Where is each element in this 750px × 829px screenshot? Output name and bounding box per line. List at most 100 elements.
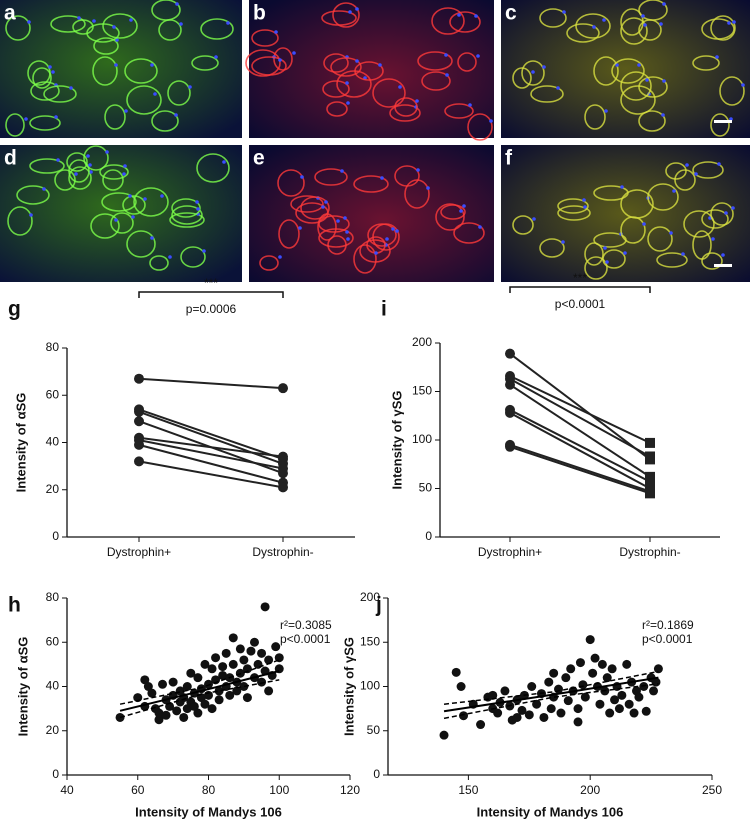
marker xyxy=(505,407,515,418)
point xyxy=(617,690,627,700)
nucleus xyxy=(641,14,645,18)
fiber-outline xyxy=(169,212,205,228)
fiber-outline xyxy=(557,198,589,214)
nucleus xyxy=(604,109,608,113)
point xyxy=(154,715,164,725)
x-tick-label: 250 xyxy=(702,783,722,797)
nucleus xyxy=(711,237,715,241)
fiber-outline xyxy=(692,161,724,179)
nucleus xyxy=(637,63,641,67)
nucleus xyxy=(416,168,420,172)
nucleus xyxy=(531,70,535,74)
point xyxy=(476,720,486,730)
fiber-outline xyxy=(417,51,453,71)
point xyxy=(249,637,259,647)
nucleus xyxy=(717,162,721,166)
fiber-outline xyxy=(683,210,715,238)
fiber-outline xyxy=(323,53,349,73)
nucleus xyxy=(355,59,359,63)
nucleus xyxy=(324,200,328,204)
point xyxy=(622,659,632,669)
nucleus xyxy=(398,85,402,89)
point xyxy=(578,680,588,690)
nucleus xyxy=(278,255,282,259)
fiber-outline xyxy=(539,8,567,28)
fiber-outline xyxy=(110,212,134,234)
point xyxy=(186,668,196,678)
marker xyxy=(134,439,144,450)
fiber-outline xyxy=(191,55,219,71)
point xyxy=(207,664,217,674)
nucleus xyxy=(374,251,378,255)
nucleus xyxy=(355,7,359,11)
nucleus xyxy=(623,251,627,255)
p-value: p<0.0001 xyxy=(555,297,606,311)
nucleus xyxy=(478,225,482,229)
nucleus xyxy=(662,79,666,83)
point xyxy=(607,664,617,674)
point xyxy=(218,662,228,672)
nucleus xyxy=(131,215,135,219)
fiber-outline xyxy=(575,13,611,39)
y-tick-label: 200 xyxy=(360,590,380,604)
point xyxy=(207,704,217,714)
panel-letter: h xyxy=(8,594,21,617)
point xyxy=(573,704,583,714)
nucleus xyxy=(123,164,127,168)
nucleus xyxy=(202,249,206,253)
point xyxy=(575,658,585,668)
nucleus xyxy=(69,86,73,90)
nucleus xyxy=(476,54,480,58)
pair-line xyxy=(509,383,651,478)
y-tick-label: 0 xyxy=(373,767,380,781)
nucleus xyxy=(179,22,183,26)
fiber-outline xyxy=(620,17,648,45)
nucleus xyxy=(29,213,33,217)
x-tick-label: 100 xyxy=(269,783,289,797)
point xyxy=(182,704,192,714)
fiber-outline xyxy=(710,15,736,41)
nucleus xyxy=(222,160,226,164)
fiber-outline xyxy=(245,49,281,77)
point xyxy=(182,682,192,691)
fiber-outline xyxy=(7,206,33,236)
fiber-outline xyxy=(354,61,384,81)
fiber-outline xyxy=(251,56,287,76)
nucleus xyxy=(605,260,609,264)
fiber-outline xyxy=(251,29,279,47)
nucleus xyxy=(474,14,478,18)
fiber-outline xyxy=(692,55,720,71)
nucleus xyxy=(662,2,666,6)
point xyxy=(546,704,556,714)
point xyxy=(556,708,566,718)
point xyxy=(605,708,615,718)
nucleus xyxy=(274,30,278,34)
point xyxy=(242,664,252,674)
nucleus xyxy=(298,226,302,230)
marker xyxy=(505,379,515,390)
fiber-outline xyxy=(336,70,372,98)
nucleus xyxy=(88,163,92,167)
fiber-outline xyxy=(674,169,696,191)
fiber-outline xyxy=(66,152,88,172)
nucleus xyxy=(659,22,663,26)
point xyxy=(253,659,263,669)
x-tick-label: 120 xyxy=(340,783,360,797)
point xyxy=(451,667,461,677)
point xyxy=(588,668,598,678)
fiber-outline xyxy=(5,15,31,41)
nucleus xyxy=(226,21,230,25)
marker xyxy=(645,488,655,499)
significance-bracket xyxy=(138,291,284,298)
point xyxy=(214,686,224,696)
fiber-outline xyxy=(180,246,206,268)
nucleus xyxy=(415,99,419,103)
nucleus xyxy=(645,78,649,82)
y-tick-label: 20 xyxy=(46,723,60,737)
nucleus xyxy=(175,2,179,6)
fiber-outline xyxy=(638,110,666,132)
fiber-outline xyxy=(171,198,201,218)
nucleus xyxy=(150,236,154,240)
x-tick-label: Dystrophin+ xyxy=(478,545,542,559)
nucleus xyxy=(51,70,55,74)
